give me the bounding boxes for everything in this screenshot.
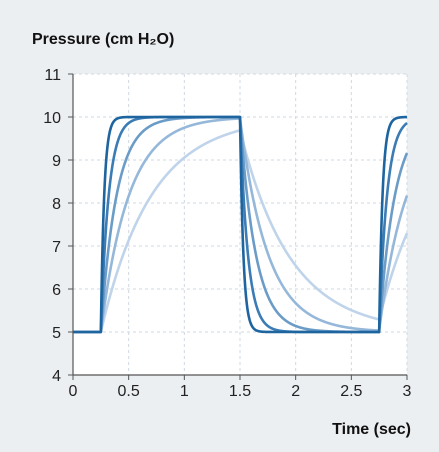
y-tick-label: 10	[43, 110, 61, 127]
x-tick-label: 3	[403, 383, 412, 400]
series-line	[71, 115, 409, 334]
x-tick-label: 0	[69, 383, 78, 400]
x-tick-label: 2.5	[340, 383, 362, 400]
series-layer	[71, 115, 409, 334]
y-tick-label: 5	[52, 325, 61, 342]
x-tick-label: 0.5	[118, 383, 140, 400]
y-tick-label: 7	[52, 239, 61, 256]
x-axis-title: Time (sec)	[332, 421, 411, 438]
x-tick-label: 1	[180, 383, 189, 400]
grid-lines	[73, 73, 408, 375]
y-tick-label: 8	[52, 196, 61, 213]
y-tick-label: 11	[44, 67, 61, 84]
y-tick-label: 6	[52, 282, 61, 299]
y-tick-label: 9	[52, 153, 61, 170]
x-tick-label: 2	[291, 383, 300, 400]
y-tick-label: 4	[52, 368, 61, 385]
x-tick-label: 1.5	[229, 383, 251, 400]
y-axis-title: Pressure (cm H₂O)	[32, 31, 174, 48]
axes: 0 0.5 1 1.5 2 2.5 3 4 5 6 7 8 9 10 11	[43, 67, 411, 400]
